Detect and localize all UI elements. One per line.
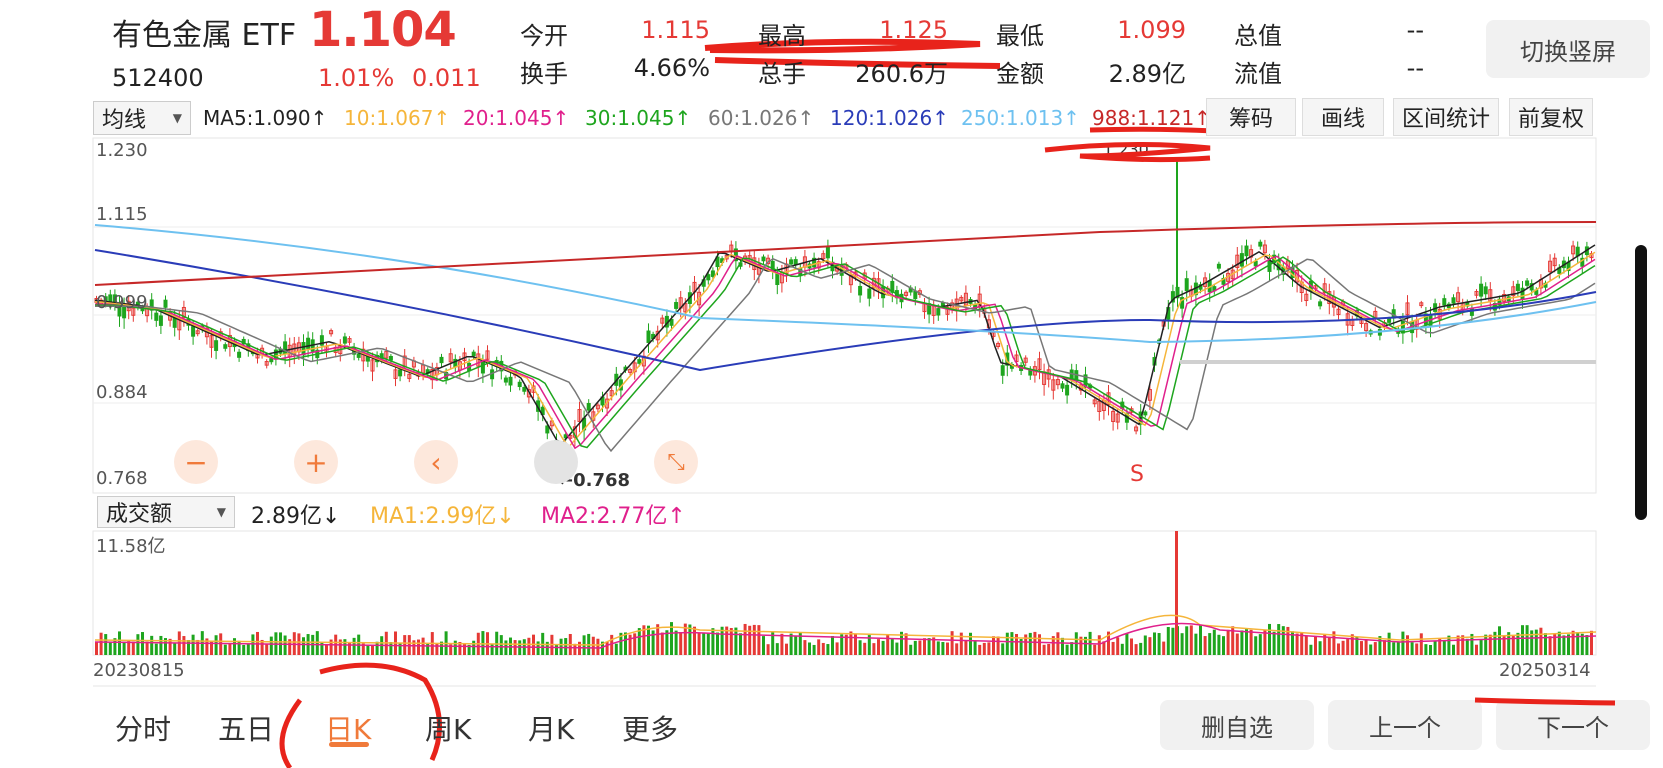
quote-label: 总手 (758, 60, 806, 88)
tab-3[interactable]: 周K (425, 713, 472, 746)
y-tick-label: 1.230 (96, 140, 148, 161)
ma-select[interactable]: 均线 ▼ (93, 101, 191, 135)
volume-ma-lines (94, 614, 1597, 649)
move-left-button[interactable]: ‹ (414, 440, 458, 484)
quote-label: 最高 (758, 22, 806, 50)
ma-value: 250:1.013↑ (961, 106, 1080, 130)
volume-indicator-select[interactable]: 成交额 ▼ (97, 496, 235, 528)
ma-value: 120:1.026↑ (830, 106, 949, 130)
quote-value: 2.89亿 (1108, 60, 1186, 88)
zoom-out-button[interactable]: − (174, 440, 218, 484)
quote-label: 最低 (996, 22, 1044, 50)
y-tick-label: 0.999 (96, 292, 148, 313)
quote-value: 260.6万 (855, 60, 948, 88)
quote-label: 金额 (996, 60, 1044, 88)
remove-watchlist-button[interactable]: 删自选 (1160, 700, 1314, 750)
tool-button-0[interactable]: 筹码 (1206, 98, 1296, 136)
tab-5[interactable]: 更多 (622, 713, 679, 746)
last-price: 1.104 (309, 2, 457, 58)
minus-icon: − (184, 445, 208, 479)
y-tick-label: 1.115 (96, 204, 148, 225)
previous-button[interactable]: 上一个 (1328, 700, 1482, 750)
scrollbar[interactable] (1635, 245, 1647, 520)
quote-value: 1.125 (879, 16, 948, 44)
tab-4[interactable]: 月K (528, 713, 575, 746)
ma-value: 30:1.045↑ (585, 106, 692, 130)
tab-2[interactable]: 日K (325, 713, 372, 746)
ma-select-label: 均线 (102, 108, 147, 133)
tool-button-3[interactable]: 前复权 (1509, 98, 1593, 136)
volume-current: 2.89亿↓ (251, 504, 341, 529)
high-price-marker: 1.230 (1103, 140, 1149, 159)
volume-ma1: MA1:2.99亿↓ (370, 504, 515, 529)
ma-value: 20:1.045↑ (463, 106, 570, 130)
collapse-button[interactable]: ⤡ (654, 440, 698, 484)
zoom-in-button[interactable]: + (294, 440, 338, 484)
tool-button-1[interactable]: 画线 (1302, 98, 1384, 136)
security-code: 512400 (112, 64, 204, 92)
y-tick-label: 0.768 (96, 468, 148, 489)
change-amount: 0.011 (412, 64, 481, 92)
quote-label: 换手 (520, 60, 568, 88)
change-percent: 1.01% (318, 64, 395, 92)
tab-1[interactable]: 五日 (218, 713, 275, 746)
switch-portrait-button[interactable]: 切换竖屏 (1486, 20, 1650, 78)
quote-value: -- (1406, 54, 1424, 82)
y-tick-label: 0.884 (96, 382, 148, 403)
start-date: 20230815 (93, 660, 185, 681)
volume-ma2: MA2:2.77亿↑ (541, 504, 686, 529)
tool-button-2[interactable]: 区间统计 (1393, 98, 1499, 136)
quote-value: 1.115 (641, 16, 710, 44)
volume-select-label: 成交额 (106, 502, 173, 527)
quote-label: 今开 (520, 22, 568, 50)
volume-max-label: 11.58亿 (96, 536, 166, 557)
ma-value: MA5:1.090↑ (203, 106, 328, 130)
ma-value: 988:1.121↑ (1092, 106, 1211, 130)
chevron-down-icon: ▼ (172, 111, 182, 125)
chevron-left-icon: ‹ (430, 445, 442, 479)
ma-lines (94, 221, 1597, 453)
quote-label: 流值 (1234, 60, 1282, 88)
chevron-down-icon: ▼ (216, 505, 226, 519)
quote-value: 1.099 (1117, 16, 1186, 44)
quote-label: 总值 (1234, 22, 1282, 50)
tab-0[interactable]: 分时 (115, 713, 172, 746)
plus-icon: + (304, 445, 328, 479)
quote-value: -- (1406, 16, 1424, 44)
ma-value: 60:1.026↑ (708, 106, 815, 130)
signal-marker: S (1130, 462, 1144, 487)
quote-value: 4.66% (633, 54, 710, 82)
next-button[interactable]: 下一个 (1496, 700, 1650, 750)
end-date: 20250314 (1499, 660, 1591, 681)
scroll-handle[interactable] (534, 440, 578, 484)
security-name: 有色金属 ETF (112, 18, 297, 53)
ma-value: 10:1.067↑ (344, 106, 451, 130)
collapse-icon: ⤡ (667, 449, 685, 475)
